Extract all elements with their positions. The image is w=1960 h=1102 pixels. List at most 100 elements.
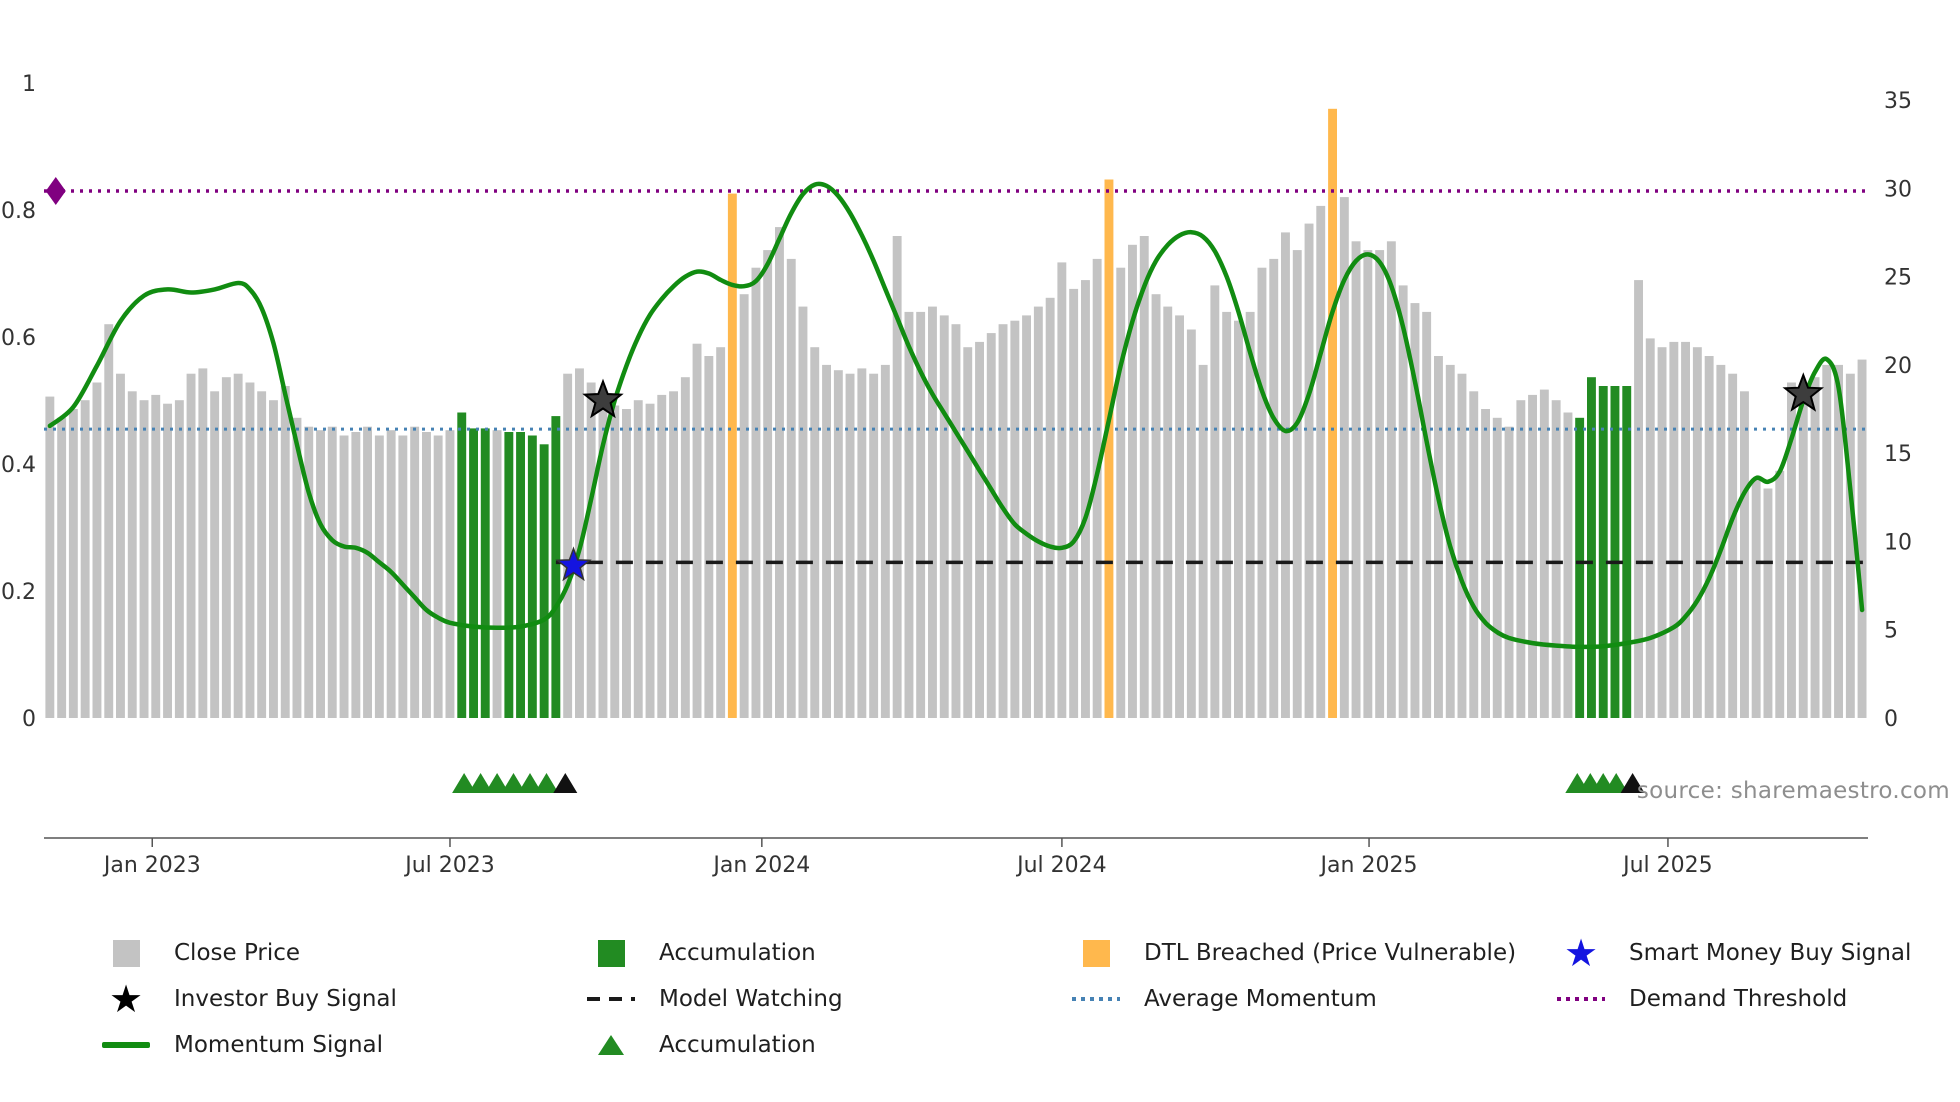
close-price-bar [822,364,831,718]
close-price-bar [351,432,361,718]
green-line-icon [102,1042,150,1048]
close-price-bar [1386,241,1396,719]
legend-swatch-box [100,1042,152,1048]
close-price-bar [1504,426,1514,718]
legend-item-model-watching: Model Watching [585,978,1070,1020]
accumulation-bar [1575,417,1585,718]
close-price-bar [1033,306,1043,718]
close-price-bar [116,373,125,718]
accumulation-end-triangle-icon [1620,773,1645,793]
close-price-bar [245,382,255,718]
accumulation-bar [504,432,514,718]
close-price-bar [1398,285,1408,718]
legend-item-demand-threshold: Demand Threshold [1555,978,1955,1020]
close-price-bar [327,426,337,718]
close-price-bar [410,426,420,718]
close-price-bar [339,435,349,718]
close-price-bar [1692,347,1702,718]
legend-swatch-box [1555,997,1607,1001]
investor-buy-signal-star-icon [582,378,624,419]
legend-label-investor-buy-signal: Investor Buy Signal [174,986,397,1012]
close-price-bar [198,368,208,718]
blue-dotted-line-icon [1072,997,1120,1001]
close-price-bar [1787,382,1796,718]
legend-item-momentum-signal: Momentum Signal [100,1024,585,1066]
close-price-bar [151,394,161,718]
legend: Close Price Accumulation DTL Breached (Pri… [100,932,1955,1066]
close-price-bar [1292,250,1302,718]
close-price-bar [1339,197,1349,719]
close-price-bar [1740,391,1749,718]
close-price-bar [280,386,290,718]
close-price-bar [928,306,937,718]
close-price-bar [1175,315,1184,718]
close-price-bar [292,417,302,718]
accumulation-triangle-icon [534,773,559,793]
close-price-bar [680,377,690,718]
close-price-bar [763,250,773,718]
close-price-bar [1516,400,1526,718]
purple-dotted-line-icon [1557,997,1605,1001]
close-price-bar [68,409,78,718]
close-price-bar [398,435,408,718]
close-price-bar [374,435,384,718]
close-price-bar [1139,236,1149,718]
close-price-bar [445,430,455,718]
close-price-bar [1081,280,1090,718]
accumulation-triangle-icon [468,773,493,793]
close-price-bar [1351,241,1361,719]
close-price-bar [716,347,726,718]
close-price-bar [1457,373,1467,718]
legend-label-smart-money-buy-signal: Smart Money Buy Signal [1629,940,1912,966]
close-price-bar [1657,347,1667,718]
left-axis-tick-label: 0.2 [1,580,36,605]
close-price-bar [1363,250,1373,718]
legend-swatch-box [1070,939,1122,967]
close-price-bar [1375,250,1385,718]
close-price-bar [304,426,314,718]
legend-label-accumulation-bars: Accumulation [659,940,816,966]
close-price-bar [1281,232,1290,718]
close-price-bar [1434,356,1443,718]
close-price-bar [857,368,867,718]
momentum-signal-line [47,181,1865,650]
close-price-bar [1022,315,1031,718]
accumulation-bar [457,412,467,718]
left-axis-tick-label: 0 [22,707,36,732]
right-axis-tick-label: 20 [1884,354,1912,379]
close-price-bar [186,373,196,718]
close-price-bar [704,356,714,718]
accumulation-triangle-icon [485,773,510,793]
legend-swatch-box [1070,997,1122,1001]
close-price-swatch-icon [112,939,140,967]
accumulation-triangle-icon [518,773,542,793]
accumulation-end-triangle-icon [553,773,578,793]
legend-label-close-price: Close Price [174,940,301,966]
right-axis-tick-label: 5 [1884,619,1898,644]
green-triangle-icon [598,1035,624,1055]
close-price-bar [1845,373,1855,718]
close-price-bar [1492,417,1502,718]
x-axis-tick-label: Jul 2025 [1621,853,1713,878]
left-axis-tick-label: 0.4 [1,453,36,478]
left-axis-tick-label: 0.8 [1,199,36,224]
close-price-bar [104,324,114,718]
accumulation-triangle-icon [452,773,477,793]
left-axis-tick-label: 0.6 [1,326,36,351]
close-price-bar [127,391,137,718]
legend-item-dtl-breached: DTL Breached (Price Vulnerable) [1070,932,1555,974]
accumulation-bar [539,444,549,718]
accumulation-triangle-icon [501,773,526,793]
close-price-bar [786,258,796,718]
close-price-bar [1798,387,1808,718]
dtl-breached-swatch-icon [1082,939,1110,967]
close-price-bar [904,311,914,718]
close-price-bar [975,341,984,718]
close-price-bar [916,311,926,718]
close-price-bar [1245,311,1255,718]
accumulation-bar [551,416,561,718]
close-price-bar [1045,297,1055,718]
close-price-bar [1539,389,1549,718]
close-price-bar [563,373,573,718]
